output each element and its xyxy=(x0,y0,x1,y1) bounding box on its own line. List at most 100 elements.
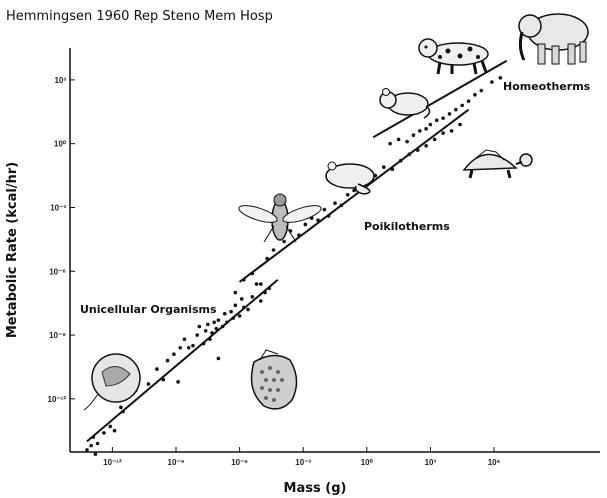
data-point xyxy=(242,305,246,310)
data-points xyxy=(85,75,503,456)
x-tick-label: 10⁶ xyxy=(488,458,501,467)
data-point xyxy=(89,443,93,448)
fit-line xyxy=(372,59,508,139)
x-axis-ticks: 10⁻¹² 10⁻⁹ 10⁻⁶ 10⁻³ 10⁰ 10³ 10⁶ xyxy=(103,447,501,467)
x-tick-label: 10⁰ xyxy=(361,458,374,467)
data-point xyxy=(297,233,301,237)
data-point xyxy=(250,294,255,299)
y-tick-label: 10⁰ xyxy=(54,140,67,149)
data-point xyxy=(390,167,395,171)
y-tick-label: 10⁻⁹ xyxy=(49,331,66,340)
protozoan-icon xyxy=(250,349,298,410)
data-point xyxy=(424,127,428,131)
data-point xyxy=(466,99,471,103)
data-point xyxy=(352,188,356,193)
data-point xyxy=(112,428,117,433)
data-point xyxy=(259,299,263,303)
data-point xyxy=(172,352,176,356)
frog-icon xyxy=(325,161,375,195)
data-point xyxy=(203,329,208,333)
tortoise-icon xyxy=(462,149,533,179)
data-point xyxy=(263,290,267,295)
data-point xyxy=(212,320,216,325)
data-point xyxy=(254,282,259,286)
data-point xyxy=(95,441,100,446)
data-point xyxy=(326,214,331,218)
y-tick-label: 10⁻¹² xyxy=(48,395,67,404)
data-point xyxy=(239,297,244,301)
data-point xyxy=(210,331,214,335)
x-tick-label: 10⁻¹² xyxy=(103,458,122,467)
data-point xyxy=(333,201,337,206)
data-point xyxy=(498,75,503,80)
y-tick-label: 10⁻⁶ xyxy=(49,267,66,276)
fly-icon xyxy=(238,193,322,243)
data-point xyxy=(441,116,445,120)
label-homeotherms: Homeotherms xyxy=(503,80,591,93)
y-tick-label: 10³ xyxy=(54,76,66,85)
x-tick-label: 10³ xyxy=(425,458,437,467)
fit-line xyxy=(238,108,470,283)
data-point xyxy=(108,424,113,429)
data-point xyxy=(265,256,269,261)
data-point xyxy=(119,405,123,410)
data-point xyxy=(229,309,233,314)
data-point xyxy=(447,112,452,116)
x-tick-label: 10⁻⁹ xyxy=(168,458,185,467)
data-point xyxy=(454,107,458,112)
y-axis-ticks: 10³ 10⁰ 10⁻³ 10⁻⁶ 10⁻⁹ 10⁻¹² xyxy=(48,76,75,404)
data-point xyxy=(161,377,166,382)
data-point xyxy=(250,271,255,276)
data-point xyxy=(91,435,96,439)
x-axis-title: Mass (g) xyxy=(284,481,347,496)
fit-lines xyxy=(86,59,508,443)
data-point xyxy=(233,303,238,308)
amoeba-icon xyxy=(83,353,141,411)
data-point xyxy=(225,320,229,325)
data-point xyxy=(473,92,477,97)
data-point xyxy=(206,322,210,327)
data-point xyxy=(216,356,221,361)
data-point xyxy=(216,318,221,322)
data-point xyxy=(195,333,199,337)
data-point xyxy=(449,129,454,133)
leopard-icon xyxy=(418,38,489,75)
data-point xyxy=(233,290,238,295)
data-point xyxy=(85,448,89,452)
fit-line xyxy=(86,279,279,443)
data-point xyxy=(178,346,183,350)
elephant-icon xyxy=(518,13,589,65)
data-point xyxy=(458,122,462,127)
source-citation: Hemmingsen 1960 Rep Steno Mem Hosp xyxy=(6,9,273,24)
label-unicellular: Unicellular Organisms xyxy=(80,303,217,316)
data-point xyxy=(231,316,236,320)
rat-icon xyxy=(379,88,431,119)
data-point xyxy=(191,343,195,348)
data-point xyxy=(259,282,263,286)
data-point xyxy=(434,118,439,123)
data-point xyxy=(220,324,225,329)
data-point xyxy=(282,239,286,244)
data-point xyxy=(407,152,412,157)
y-tick-label: 10⁻³ xyxy=(50,203,66,212)
data-point xyxy=(271,248,276,252)
data-point xyxy=(424,144,428,148)
data-point xyxy=(208,337,212,342)
label-poikilotherms: Poikilotherms xyxy=(364,220,450,233)
data-point xyxy=(415,148,420,152)
data-point xyxy=(339,203,344,208)
data-point xyxy=(201,341,206,346)
data-point xyxy=(237,314,242,318)
data-point xyxy=(155,367,159,371)
data-point xyxy=(428,122,433,127)
data-point xyxy=(214,326,219,331)
data-point xyxy=(398,158,403,163)
data-point xyxy=(388,141,392,146)
data-point xyxy=(432,137,437,142)
data-point xyxy=(197,324,202,329)
data-point xyxy=(345,192,350,197)
x-tick-label: 10⁻⁶ xyxy=(231,458,248,467)
data-point xyxy=(242,277,246,282)
data-point xyxy=(322,207,327,212)
